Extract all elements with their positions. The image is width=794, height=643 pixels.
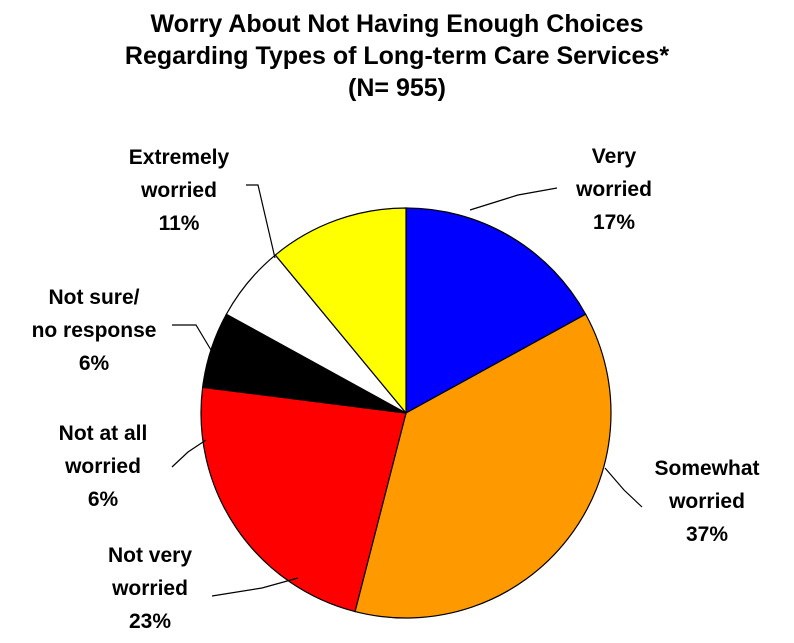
leader-lines [171,184,643,597]
slice-value-label: 37% [686,523,728,546]
chart-title-line-2: Regarding Types of Long-term Care Servic… [124,42,670,70]
slice-value-label: 11% [159,212,200,235]
slice-label-not-at-all-worried: Not at all worried 6% [59,422,148,511]
pie-slice-somewhat-worried [354,313,612,619]
slice-label-not-sure-no-response: Not sure/no response 6% [32,286,157,375]
slice-name-line: Very [592,145,637,168]
slice-name-line: worried [64,455,141,478]
slice-name-line: worried [575,178,652,201]
slice-name-line: Not very [108,544,192,567]
pie-slices [200,207,612,619]
slice-name-line: Somewhat [654,457,759,480]
chart-title: Worry About Not Having Enough Choices Re… [0,8,794,104]
slice-name-line: worried [111,577,188,600]
leader-line-not-very-worried [211,577,299,597]
chart-title-line-3: (N= 955) [348,74,446,102]
leader-line-somewhat-worried [604,467,643,508]
slice-name-line: Not sure/ [48,286,139,309]
leader-line-extremely-worried [246,184,276,259]
slice-value-label: 17% [593,211,635,234]
slice-name-line: no response [32,319,157,342]
pie-slice-not-very-worried [200,386,407,613]
slice-name-line: worried [668,490,745,513]
chart-title-line-1: Worry About Not Having Enough Choices [150,10,644,38]
slice-name-line: Extremely [129,146,230,169]
slice-labels: Very worried 17% Somewhat worried 37% Not very… [32,145,760,633]
slice-value-label: 6% [88,488,119,511]
slice-value-label: 6% [79,352,110,375]
slice-name-line: worried [140,179,217,202]
pie-slice-very-worried [405,207,587,415]
slice-label-very-worried: Very worried 17% [575,145,652,234]
leader-line-not-sure-no-response [172,324,212,351]
slice-label-somewhat-worried: Somewhat worried 37% [654,457,759,546]
leader-line-very-worried [469,187,558,211]
slice-label-extremely-worried: Extremely worried 11% [129,146,230,235]
slice-label-not-very-worried: Not very worried 23% [108,544,192,633]
slice-name-line: Not at all [59,422,148,445]
leader-line-not-at-all-worried [171,439,207,468]
slice-value-label: 23% [129,610,171,633]
pie-slice-extremely-worried [274,207,407,415]
